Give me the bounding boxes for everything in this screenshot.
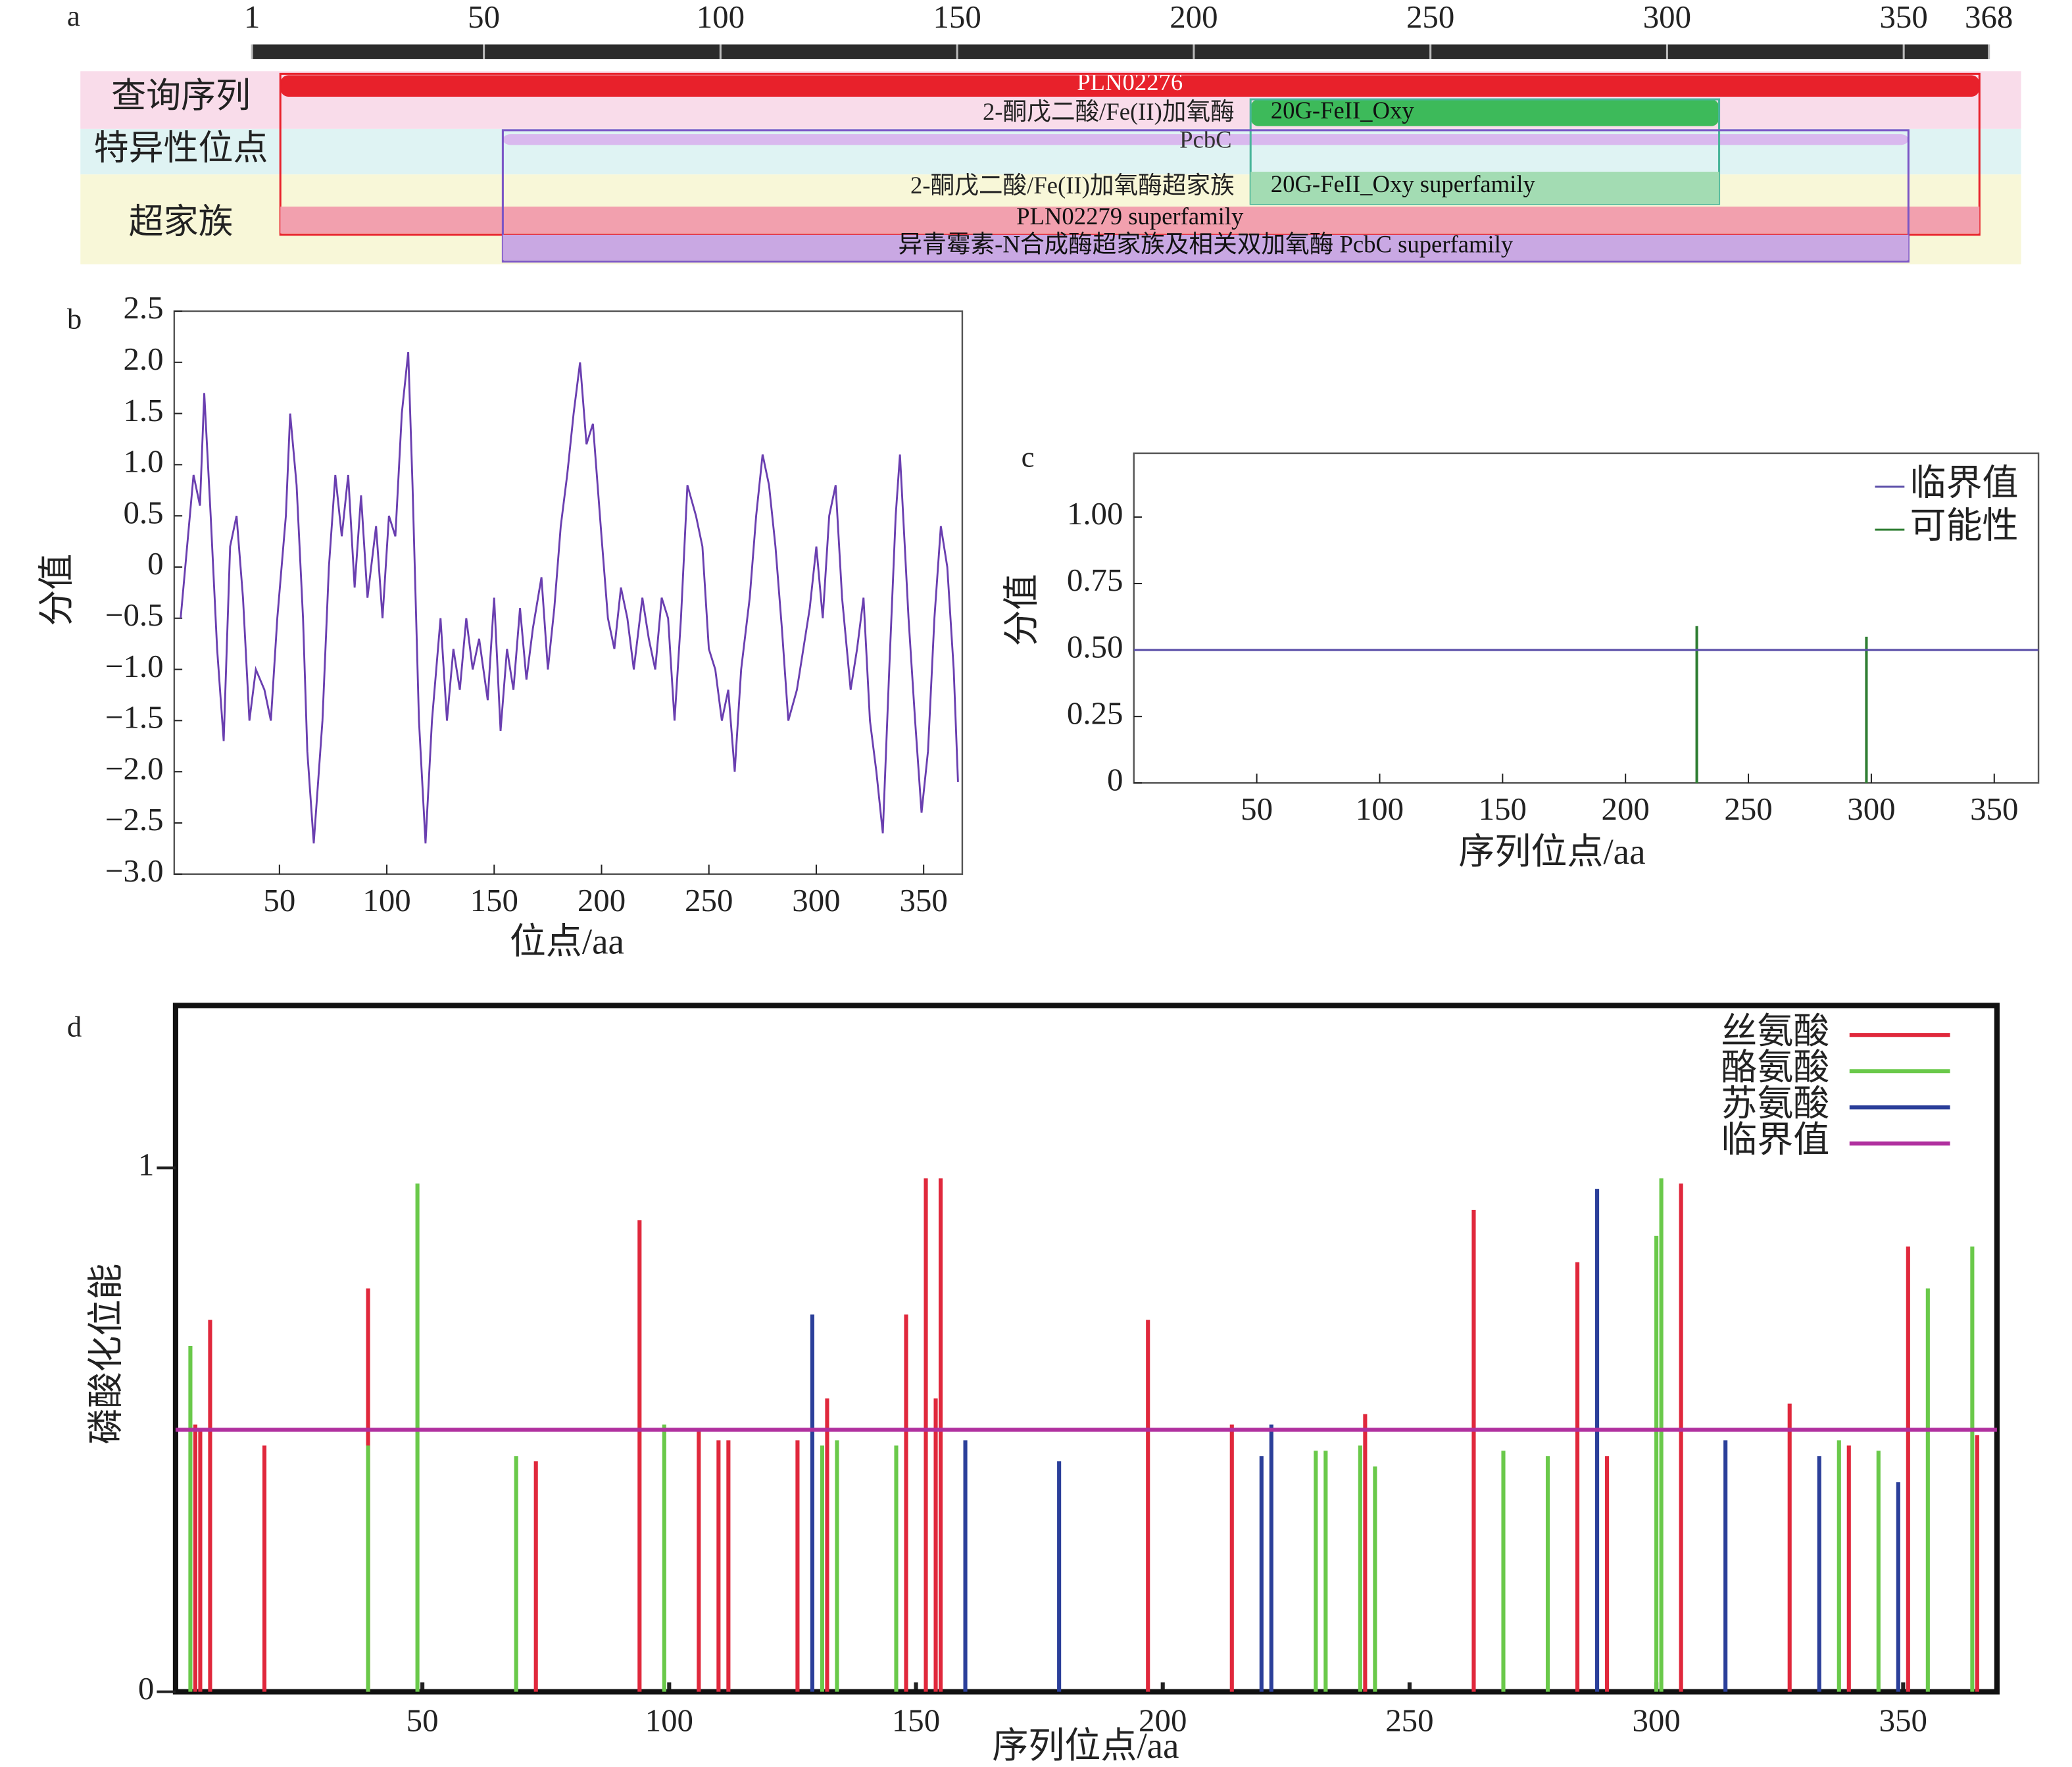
y-axis-title: 分值: [1001, 574, 1041, 646]
panel-label: c: [1022, 440, 1035, 473]
y-tick-label: −1.0: [105, 648, 164, 684]
plot-frame: [173, 310, 964, 875]
ruler-tick-label: 1: [244, 0, 260, 35]
x-tick-label: 250: [1385, 1703, 1433, 1739]
ruler-tick-label: 200: [1170, 0, 1218, 35]
panel-label: a: [67, 0, 80, 32]
y-tick-label: 2.5: [123, 289, 163, 326]
ruler-tick-label: 300: [1643, 0, 1691, 35]
feature-description: 2-酮戊二酸/Fe(II)加氧酶超家族: [910, 172, 1235, 199]
x-tick-label: 100: [1356, 791, 1404, 827]
x-tick-label: 100: [645, 1703, 693, 1739]
x-tick-label: 250: [685, 882, 733, 918]
ruler-tick-label: 50: [468, 0, 500, 35]
x-tick-label: 350: [1879, 1703, 1927, 1739]
extent-box: [501, 129, 1910, 263]
y-tick-label: −2.5: [105, 801, 164, 837]
feature-name: 20G-FeII_Oxy superfamily: [1271, 170, 1536, 197]
legend-label: 临界值: [1721, 1120, 1829, 1160]
x-tick-label: 200: [1602, 791, 1650, 827]
ruler: [252, 44, 1989, 59]
legend-label: 苏氨酸: [1721, 1083, 1829, 1124]
x-tick-label: 50: [1241, 791, 1273, 827]
plot-frame: [172, 1003, 2000, 1695]
panel-label: d: [67, 1010, 82, 1043]
domain-feature: [503, 234, 1909, 261]
domain-feature: [503, 134, 1909, 145]
x-tick-label: 200: [1139, 1703, 1187, 1739]
x-axis-title: 序列位点/aa: [1458, 832, 1645, 872]
legend-label: 酪氨酸: [1721, 1047, 1829, 1087]
y-tick-label: 0: [1107, 761, 1123, 797]
ruler-tick-label: 100: [697, 0, 745, 35]
feature-name: PLN02276: [1077, 68, 1183, 95]
x-tick-label: 300: [1632, 1703, 1680, 1739]
x-tick-label: 300: [1847, 791, 1895, 827]
x-tick-label: 200: [578, 882, 626, 918]
x-tick-label: 250: [1724, 791, 1772, 827]
y-axis-title: 分值: [36, 554, 76, 626]
ruler-tick-label: 368: [1965, 0, 2013, 35]
feature-description: 2-酮戊二酸/Fe(II)加氧酶: [983, 98, 1235, 125]
y-tick-label: 0.5: [123, 494, 163, 530]
y-tick-label: 0: [138, 1670, 154, 1706]
feature-name: 20G-FeII_Oxy: [1271, 97, 1415, 124]
x-tick-label: 100: [362, 882, 410, 918]
domain-feature: [1250, 172, 1719, 204]
y-tick-label: −1.5: [105, 699, 164, 735]
y-tick-label: −3.0: [105, 853, 164, 889]
ruler-tick-label: 350: [1879, 0, 1927, 35]
x-tick-label: 300: [792, 882, 840, 918]
domain-feature: [280, 75, 1980, 97]
y-tick-label: 1.0: [123, 443, 163, 480]
y-tick-label: −0.5: [105, 597, 164, 633]
track-label: 超家族: [129, 203, 234, 241]
plot-frame: [1133, 452, 2040, 784]
y-tick-label: 1.00: [1067, 495, 1123, 532]
profile-line: [180, 351, 959, 844]
y-tick-label: 0.75: [1067, 562, 1123, 598]
y-tick-label: 1.5: [123, 392, 163, 428]
legend-label: 丝氨酸: [1721, 1011, 1829, 1051]
x-tick-label: 150: [470, 882, 518, 918]
domain-feature: [1250, 99, 1719, 126]
x-tick-label: 50: [407, 1703, 439, 1739]
ruler-tick-label: 150: [933, 0, 981, 35]
x-tick-label: 50: [263, 882, 295, 918]
y-tick-label: 0: [147, 545, 163, 582]
y-tick-label: 2.0: [123, 341, 163, 377]
domain-feature: [280, 207, 1980, 234]
x-tick-label: 150: [1479, 791, 1527, 827]
feature-name: PLN02279 superfamily: [1016, 203, 1244, 230]
track-label: 特异性位点: [94, 130, 268, 168]
feature-name: 异青霉素-N合成酶超家族及相关双加氧酶 PcbC superfamily: [899, 231, 1514, 258]
x-axis-title: 序列位点/aa: [992, 1726, 1179, 1766]
y-tick-label: 1: [138, 1146, 154, 1182]
y-tick-label: −2.0: [105, 750, 164, 786]
y-tick-label: 0.50: [1067, 628, 1123, 664]
legend-label: 可能性: [1910, 506, 2018, 546]
x-tick-label: 350: [900, 882, 948, 918]
ruler-tick-label: 250: [1406, 0, 1454, 35]
legend-label: 临界值: [1910, 463, 2018, 503]
track-label: 查询序列: [111, 77, 251, 115]
panel-label: b: [67, 303, 82, 336]
x-tick-label: 150: [892, 1703, 940, 1739]
y-axis-title: 磷酸化位能: [86, 1264, 126, 1445]
y-tick-label: 0.25: [1067, 695, 1123, 731]
x-axis-title: 位点/aa: [510, 921, 624, 961]
x-tick-label: 350: [1970, 791, 2018, 827]
